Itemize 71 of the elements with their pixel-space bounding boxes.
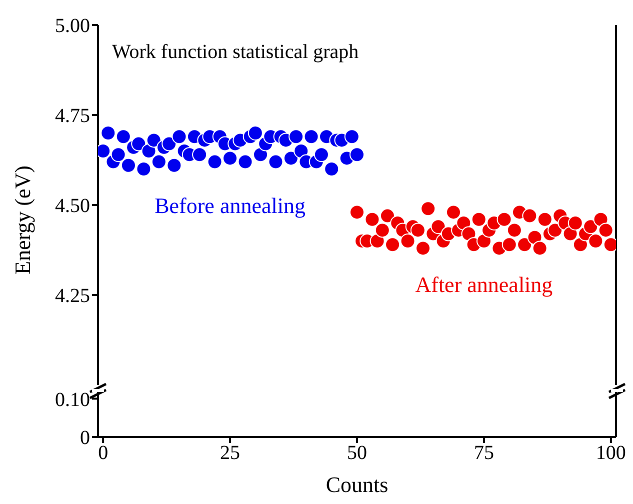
x-tick-label: 0 — [98, 442, 108, 464]
point — [120, 158, 136, 173]
point — [141, 144, 156, 158]
point — [314, 147, 329, 162]
point — [374, 222, 390, 238]
point — [364, 212, 380, 227]
point — [151, 154, 166, 170]
y-tick-label: 0 — [80, 427, 90, 450]
point — [598, 222, 614, 238]
point — [583, 219, 598, 234]
point — [517, 237, 532, 252]
y-tick-label: 5.00 — [55, 15, 90, 38]
point — [380, 208, 395, 224]
point — [456, 216, 472, 230]
point — [537, 212, 552, 227]
point — [548, 222, 563, 238]
series-label: After annealing — [415, 272, 553, 298]
point — [304, 129, 319, 144]
y-axis-title: Energy (eV) — [10, 166, 35, 274]
point — [446, 204, 461, 220]
text: Work function statistical graph — [112, 41, 359, 64]
point — [100, 126, 116, 140]
point — [385, 237, 400, 252]
x-axis-title: Counts — [326, 472, 388, 497]
point — [568, 216, 583, 230]
point — [222, 150, 238, 166]
point — [588, 234, 604, 248]
point — [350, 204, 364, 220]
point — [502, 237, 517, 252]
point — [476, 234, 492, 248]
y-tick-label: 4.75 — [55, 105, 90, 128]
point — [110, 147, 126, 162]
point — [572, 237, 588, 252]
x-tick-label: 75 — [474, 442, 494, 464]
y-tick-label: 4.50 — [55, 195, 90, 218]
point — [116, 129, 131, 144]
point — [370, 234, 385, 248]
point — [410, 222, 426, 238]
point — [162, 136, 177, 152]
x-tick-label: 100 — [596, 442, 626, 464]
point — [131, 136, 146, 152]
point — [172, 129, 187, 144]
point — [136, 162, 152, 176]
point — [532, 240, 548, 256]
point — [192, 147, 208, 162]
point — [253, 147, 268, 162]
point — [506, 222, 522, 238]
point — [238, 154, 253, 170]
point — [324, 162, 340, 176]
point — [344, 129, 360, 144]
y-tick-label: 4.25 — [55, 285, 90, 308]
point — [496, 212, 512, 227]
point — [146, 132, 162, 148]
x-tick-label: 50 — [347, 442, 367, 464]
point — [420, 201, 436, 216]
point — [350, 147, 364, 162]
point — [166, 158, 182, 173]
x-tick-label: 25 — [220, 442, 240, 464]
point — [268, 154, 284, 170]
point — [248, 126, 263, 140]
point — [471, 212, 486, 227]
point — [430, 219, 446, 234]
point — [283, 150, 298, 166]
point — [400, 234, 416, 248]
y-tick-label: 0.10 — [55, 388, 90, 411]
series-label: Before annealing — [154, 192, 306, 218]
point — [522, 208, 538, 224]
point — [294, 144, 309, 158]
point — [416, 240, 431, 256]
point — [207, 154, 222, 170]
point — [288, 129, 304, 144]
